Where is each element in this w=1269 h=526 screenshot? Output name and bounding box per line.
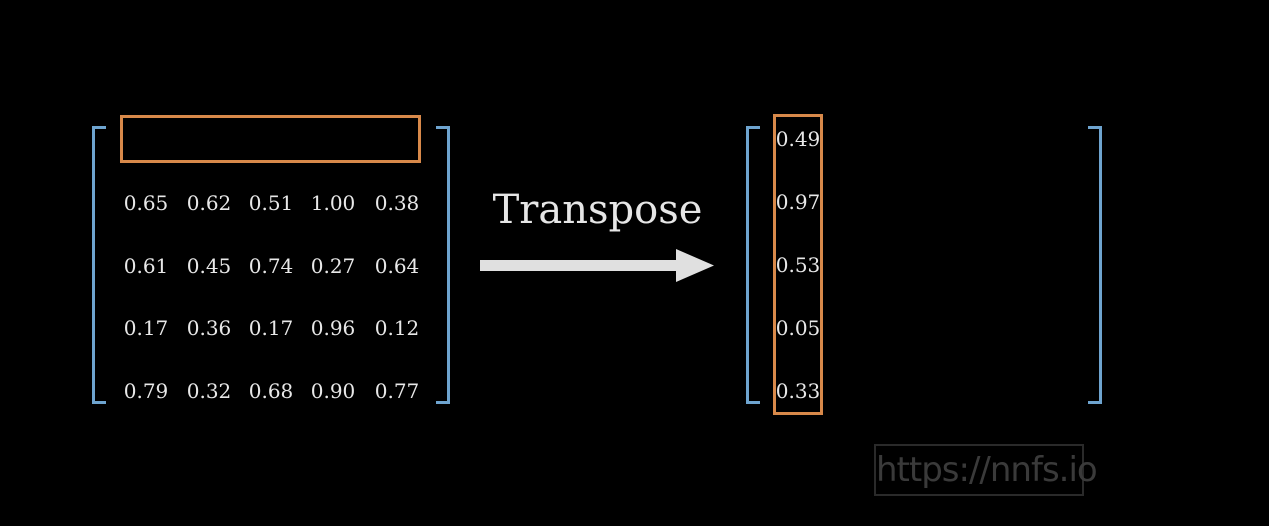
left-matrix-cell: 0.62 <box>186 191 232 215</box>
right-matrix-cell: 0.53 <box>775 253 821 277</box>
left-matrix-cell: 0.51 <box>248 191 294 215</box>
left-matrix-cell: 0.65 <box>123 191 169 215</box>
left-matrix-open-bracket <box>92 126 106 404</box>
right-matrix-cell: 0.97 <box>775 190 821 214</box>
left-matrix-cell: 0.79 <box>123 379 169 403</box>
left-matrix-cell: 0.45 <box>186 254 232 278</box>
right-matrix-open-bracket <box>746 126 760 404</box>
left-matrix-cell: 0.77 <box>374 379 420 403</box>
left-matrix-cell: 0.96 <box>310 316 356 340</box>
left-matrix-cell: 0.68 <box>248 379 294 403</box>
watermark: https://nnfs.io <box>874 444 1098 496</box>
right-matrix-cell: 0.33 <box>775 379 821 403</box>
right-arrow-icon <box>480 249 714 282</box>
left-matrix-cell: 0.38 <box>374 191 420 215</box>
left-matrix-cell: 0.27 <box>310 254 356 278</box>
left-matrix-cell: 0.61 <box>123 254 169 278</box>
left-matrix-row-highlight <box>120 115 421 163</box>
right-matrix-cell: 0.05 <box>775 316 821 340</box>
left-matrix-cell: 0.74 <box>248 254 294 278</box>
left-matrix-cell: 0.17 <box>123 316 169 340</box>
left-matrix-cell: 0.32 <box>186 379 232 403</box>
left-matrix-cell: 0.12 <box>374 316 420 340</box>
right-matrix-close-bracket <box>1088 126 1102 404</box>
left-matrix-cell: 0.64 <box>374 254 420 278</box>
left-matrix-close-bracket <box>436 126 450 404</box>
left-matrix-cell: 0.36 <box>186 316 232 340</box>
right-matrix-cell: 0.49 <box>775 127 821 151</box>
left-matrix-cell: 0.17 <box>248 316 294 340</box>
right-matrix-column-highlight <box>773 114 823 415</box>
left-matrix-cell: 1.00 <box>310 191 356 215</box>
left-matrix-cell: 0.90 <box>310 379 356 403</box>
operation-label: Transpose <box>492 187 703 233</box>
